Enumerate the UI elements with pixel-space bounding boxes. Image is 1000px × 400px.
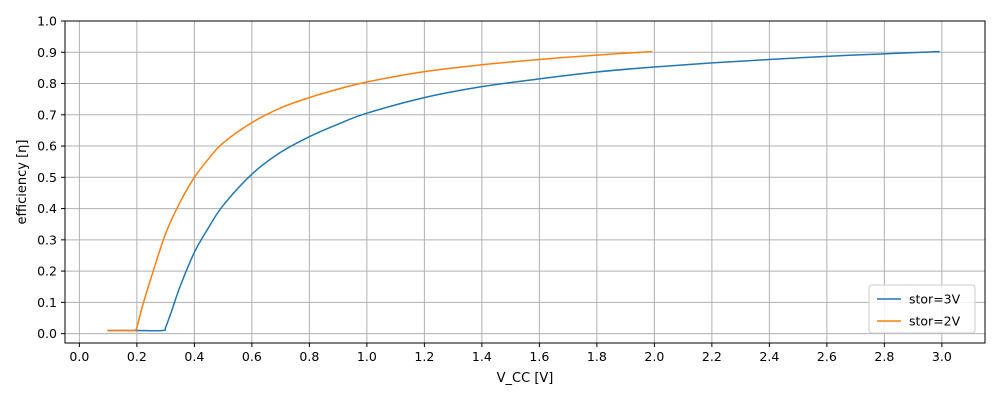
y-tick-label: 0.5 — [37, 170, 57, 185]
series-line-0 — [107, 50, 940, 332]
x-tick-label: 0.8 — [299, 349, 319, 364]
y-tick-label: 0.8 — [37, 76, 57, 91]
x-tick-label: 0.4 — [184, 349, 204, 364]
x-tick-label: 2.6 — [817, 349, 837, 364]
y-tick-label: 0.3 — [37, 232, 57, 247]
y-tick-label: 0.2 — [37, 264, 57, 279]
y-tick-label: 0.4 — [37, 201, 57, 216]
x-tick-label: 2.4 — [759, 349, 779, 364]
y-tick-label: 0.6 — [37, 139, 57, 154]
grid — [65, 20, 985, 343]
x-tick-label: 3.0 — [932, 349, 952, 364]
y-tick-label: 0.9 — [37, 45, 57, 60]
y-tick-label: 0.1 — [37, 295, 57, 310]
legend-label: stor=3V — [909, 292, 961, 307]
x-tick-label: 0.0 — [69, 349, 89, 364]
legend: stor=3V stor=2V — [868, 284, 976, 334]
axes: 0.0 0.2 0.4 0.6 0.8 1.0 1.2 1.4 1.6 1.8 2.0 2.2 2.4 2… — [37, 14, 986, 364]
x-tick-label: 2.0 — [644, 349, 664, 364]
y-tick-label: 0.0 — [37, 326, 57, 341]
y-axis-label: efficiency [η] — [15, 140, 30, 225]
x-axis-label: V_CC [V] — [497, 371, 554, 386]
x-tick-label: 1.2 — [414, 349, 434, 364]
x-tick-label: 0.6 — [242, 349, 262, 364]
plot-frame — [64, 20, 986, 344]
y-tick-label: 1.0 — [37, 14, 57, 29]
x-tick-label: 1.6 — [529, 349, 549, 364]
x-tick-label: 2.8 — [874, 349, 894, 364]
legend-label: stor=2V — [909, 314, 961, 329]
series-line-1 — [107, 50, 653, 332]
x-tick-label: 0.2 — [127, 349, 147, 364]
x-tick-label: 1.0 — [357, 349, 377, 364]
x-tick-label: 1.8 — [587, 349, 607, 364]
x-tick-label: 2.2 — [702, 349, 722, 364]
plot-series — [107, 50, 940, 332]
y-tick-label: 0.7 — [37, 107, 57, 122]
x-tick-label: 1.4 — [472, 349, 492, 364]
